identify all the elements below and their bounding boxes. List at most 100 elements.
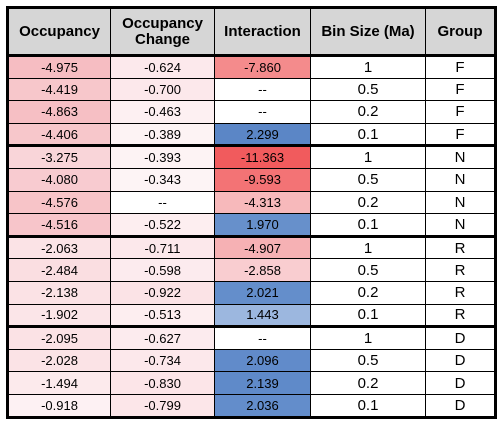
interaction-cell: -9.593 [214,167,311,192]
occupancy-change-cell: -0.711 [110,235,215,260]
occupancy-change-cell: -0.624 [110,55,215,79]
occupancy-cell: -2.095 [7,326,111,350]
group-cell: R [425,280,496,305]
bin-size-cell: 0.5 [310,348,426,373]
group-cell: F [425,55,496,79]
table-row: -2.484 -0.598 -2.858 0.5 R [7,258,496,282]
bin-size-cell: 0.1 [310,303,426,329]
occupancy-change-cell: -- [110,190,215,215]
occupancy-change-cell: -0.734 [110,348,215,373]
occupancy-cell: -3.275 [7,145,111,169]
bin-size-cell: 0.5 [310,167,426,192]
occupancy-cell: -1.902 [7,303,111,329]
bin-size-cell: 1 [310,55,426,79]
occupancy-change-cell: -0.389 [110,122,215,148]
table-row: -4.080 -0.343 -9.593 0.5 N [7,167,496,192]
table-row: -0.918 -0.799 2.036 0.1 D [7,393,496,418]
bin-size-cell: 0.1 [310,122,426,148]
occupancy-change-cell: -0.513 [110,303,215,329]
interaction-cell: -4.907 [214,235,311,260]
occupancy-change-cell: -0.598 [110,258,215,282]
interaction-cell: -- [214,326,311,350]
occupancy-cell: -4.576 [7,190,111,215]
occupancy-change-cell: -0.830 [110,371,215,395]
group-cell: R [425,235,496,260]
occupancy-cell: -4.406 [7,122,111,148]
bin-size-cell: 0.1 [310,393,426,418]
table-row: -2.138 -0.922 2.021 0.2 R [7,280,496,305]
occupancy-cell: -0.918 [7,393,111,418]
occupancy-cell: -4.863 [7,100,111,124]
table-row: -4.975 -0.624 -7.860 1 F [7,55,496,79]
bin-size-cell: 0.2 [310,190,426,215]
group-cell: D [425,393,496,418]
bin-size-cell: 0.5 [310,258,426,282]
bin-size-cell: 1 [310,326,426,350]
group-cell: F [425,122,496,148]
table-row: -4.576 -- -4.313 0.2 N [7,190,496,215]
header-occupancy: Occupancy [7,7,111,56]
group-cell: D [425,348,496,373]
bin-size-cell: 0.1 [310,213,426,238]
occupancy-cell: -4.080 [7,167,111,192]
header-occupancy-change: Occupancy Change [110,7,215,56]
table-row: -4.419 -0.700 -- 0.5 F [7,77,496,102]
occupancy-cell: -2.138 [7,280,111,305]
table-row: -2.063 -0.711 -4.907 1 R [7,235,496,260]
group-cell: F [425,77,496,102]
group-cell: R [425,303,496,329]
interaction-cell: 2.139 [214,371,311,395]
occupancy-cell: -4.516 [7,213,111,238]
group-cell: D [425,371,496,395]
interaction-cell: -- [214,77,311,102]
header-interaction: Interaction [214,7,311,56]
interaction-cell: -7.860 [214,55,311,79]
interaction-cell: 2.299 [214,122,311,148]
interaction-cell: -- [214,100,311,124]
group-cell: N [425,145,496,169]
occupancy-change-cell: -0.627 [110,326,215,350]
results-table: Occupancy Occupancy Change Interaction B… [6,6,497,419]
interaction-cell: 1.443 [214,303,311,329]
table-body: -4.975 -0.624 -7.860 1 F -4.419 -0.700 -- 0.5 F -4… [7,55,496,418]
interaction-cell: -4.313 [214,190,311,215]
interaction-cell: -2.858 [214,258,311,282]
header-group: Group [425,7,496,56]
table-row: -2.028 -0.734 2.096 0.5 D [7,348,496,373]
interaction-cell: 2.096 [214,348,311,373]
occupancy-cell: -4.975 [7,55,111,79]
interaction-cell: 1.970 [214,213,311,238]
bin-size-cell: 0.2 [310,100,426,124]
occupancy-change-cell: -0.799 [110,393,215,418]
occupancy-change-cell: -0.343 [110,167,215,192]
occupancy-cell: -1.494 [7,371,111,395]
table-row: -4.516 -0.522 1.970 0.1 N [7,213,496,238]
occupancy-change-cell: -0.463 [110,100,215,124]
table-row: -1.494 -0.830 2.139 0.2 D [7,371,496,395]
group-cell: R [425,258,496,282]
group-cell: D [425,326,496,350]
bin-size-cell: 0.2 [310,371,426,395]
bin-size-cell: 0.2 [310,280,426,305]
interaction-cell: 2.036 [214,393,311,418]
interaction-cell: -11.363 [214,145,311,169]
occupancy-change-cell: -0.922 [110,280,215,305]
group-cell: F [425,100,496,124]
occupancy-cell: -4.419 [7,77,111,102]
bin-size-cell: 1 [310,235,426,260]
bin-size-cell: 0.5 [310,77,426,102]
interaction-cell: 2.021 [214,280,311,305]
group-cell: N [425,213,496,238]
table-row: -2.095 -0.627 -- 1 D [7,326,496,350]
group-cell: N [425,167,496,192]
table-row: -4.863 -0.463 -- 0.2 F [7,100,496,124]
table-row: -4.406 -0.389 2.299 0.1 F [7,122,496,148]
header-row: Occupancy Occupancy Change Interaction B… [7,7,496,56]
table-row: -1.902 -0.513 1.443 0.1 R [7,303,496,329]
bin-size-cell: 1 [310,145,426,169]
group-cell: N [425,190,496,215]
occupancy-cell: -2.028 [7,348,111,373]
occupancy-cell: -2.063 [7,235,111,260]
header-bin-size: Bin Size (Ma) [310,7,426,56]
occupancy-change-cell: -0.700 [110,77,215,102]
